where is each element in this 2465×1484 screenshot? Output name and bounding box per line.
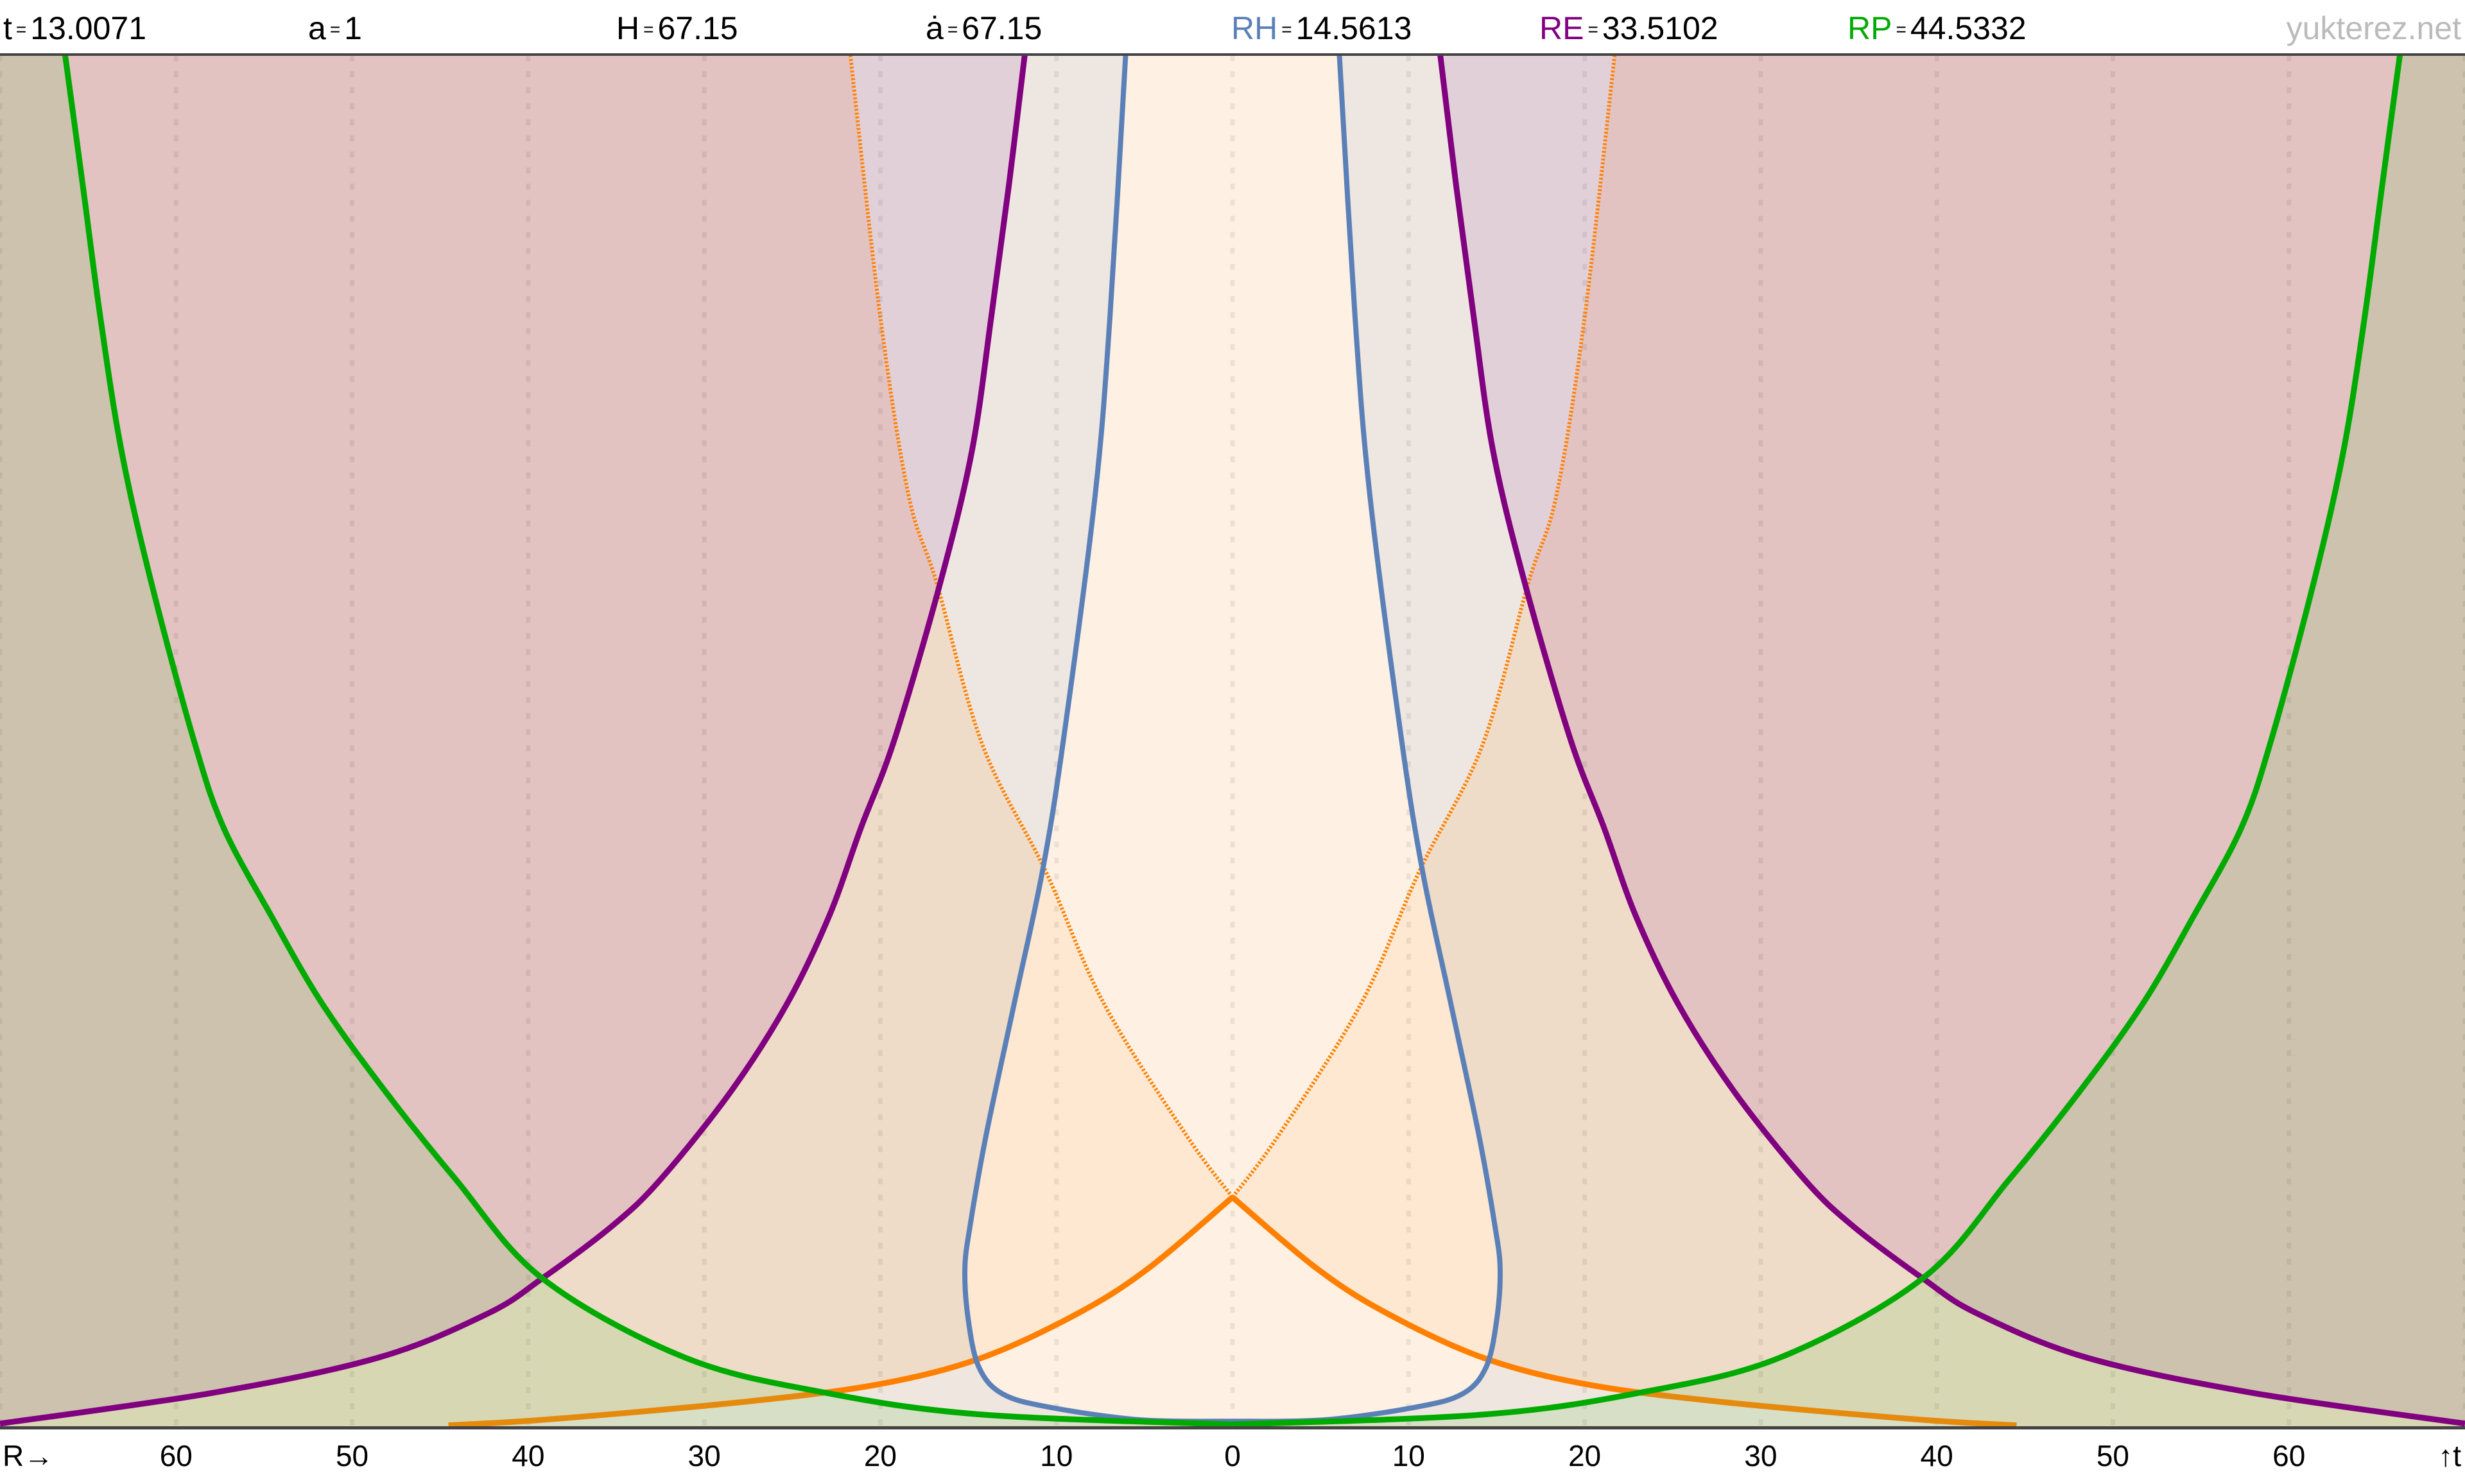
- param-3: ȧ = 67.15: [926, 9, 1042, 49]
- horizon-lines: [0, 55, 2465, 1426]
- future-light-cone-right: [1231, 55, 1617, 1198]
- x-tick-label: 20: [1568, 1439, 1602, 1472]
- param-label: a: [308, 10, 326, 46]
- x-tick-label: 10: [1392, 1439, 1425, 1472]
- light-cone-lines: [448, 55, 2017, 1426]
- future-light-cone-left: [848, 55, 1234, 1198]
- hubble-sphere-right: [1232, 55, 1503, 1424]
- param-label: RH: [1231, 10, 1278, 46]
- param-value: 67.15: [657, 10, 738, 46]
- param-value: 13.0071: [30, 10, 147, 46]
- param-label: RP: [1847, 10, 1892, 46]
- x-tick-label: 50: [335, 1439, 369, 1472]
- x-tick-label: 60: [159, 1439, 193, 1472]
- x-tick-label: 10: [1040, 1439, 1073, 1472]
- x-tick-label: 50: [2096, 1439, 2130, 1472]
- param-label: t: [3, 10, 12, 46]
- x-tick-label: 60: [2272, 1439, 2306, 1472]
- param-label: H: [616, 10, 640, 46]
- outside-particle-horizon-tint: [0, 55, 2465, 1426]
- param-value: 44.5332: [1910, 10, 2027, 46]
- parameter-bar: t = 13.0071 a = 1 H = 67.15 ȧ = 67.15 RH = 14.5613 RE = 3…: [0, 0, 2465, 54]
- param-equals: =: [1587, 19, 1598, 39]
- past-light-cone-left: [448, 1195, 1234, 1426]
- param-value: 14.5613: [1295, 10, 1412, 46]
- outside-particle-horizon-right: [1232, 55, 2465, 1426]
- t-axis-label: ↑t: [2438, 1439, 2461, 1472]
- param-equals: =: [643, 19, 654, 39]
- param-equals: =: [15, 19, 27, 39]
- param-equals: =: [947, 19, 958, 39]
- param-value: 67.15: [962, 10, 1042, 46]
- param-1: a = 1: [308, 9, 362, 49]
- param-equals: =: [1281, 19, 1292, 39]
- x-tick-label: 30: [1744, 1439, 1777, 1472]
- x-tick-label: 40: [512, 1439, 545, 1472]
- region-fills: [0, 55, 2465, 1426]
- x-axis-label: R→: [3, 1439, 54, 1472]
- x-tick-label: 20: [863, 1439, 897, 1472]
- plot-bottom-border: [0, 1426, 2465, 1429]
- param-6: RP = 44.5332: [1847, 9, 2027, 49]
- param-value: 33.5102: [1602, 10, 1718, 46]
- particle-horizon-left: [62, 55, 1233, 1426]
- param-equals: =: [329, 19, 341, 39]
- past-light-cone-right: [1231, 1195, 2017, 1426]
- x-tick-label: 0: [1224, 1439, 1241, 1472]
- event-horizon-right: [1437, 55, 2465, 1426]
- param-label: ȧ: [926, 10, 944, 46]
- param-4: RH = 14.5613: [1231, 9, 1412, 49]
- plot-top-border: [0, 53, 2465, 56]
- x-tick-label: 30: [688, 1439, 721, 1472]
- param-5: RE = 33.5102: [1539, 9, 1718, 49]
- param-2: H = 67.15: [616, 9, 738, 49]
- site-watermark: yukterez.net: [2286, 10, 2461, 46]
- hubble-past-cone: [965, 1197, 1500, 1422]
- event-horizon-left: [0, 55, 1028, 1426]
- hubble-sphere-left: [962, 55, 1233, 1424]
- param-value: 1: [344, 10, 362, 46]
- outside-particle-horizon-left: [0, 55, 1232, 1426]
- particle-horizon-right: [1232, 55, 2403, 1426]
- x-tick-label: 40: [1920, 1439, 1953, 1472]
- param-0: t = 13.0071: [3, 9, 146, 49]
- param-label: RE: [1539, 10, 1584, 46]
- param-equals: =: [1896, 19, 1907, 39]
